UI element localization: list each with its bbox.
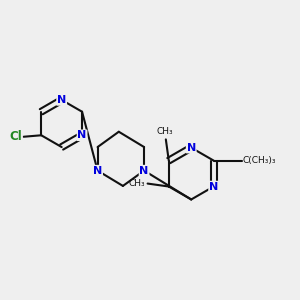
Text: N: N [57,95,66,105]
Text: N: N [140,166,149,176]
Text: Cl: Cl [9,130,22,143]
Text: CH₃: CH₃ [129,179,145,188]
Text: CH₃: CH₃ [156,128,173,136]
Text: N: N [209,182,218,191]
Text: N: N [77,130,87,140]
Text: N: N [93,166,102,176]
Text: C(CH₃)₃: C(CH₃)₃ [243,156,276,165]
Text: N: N [187,142,196,153]
